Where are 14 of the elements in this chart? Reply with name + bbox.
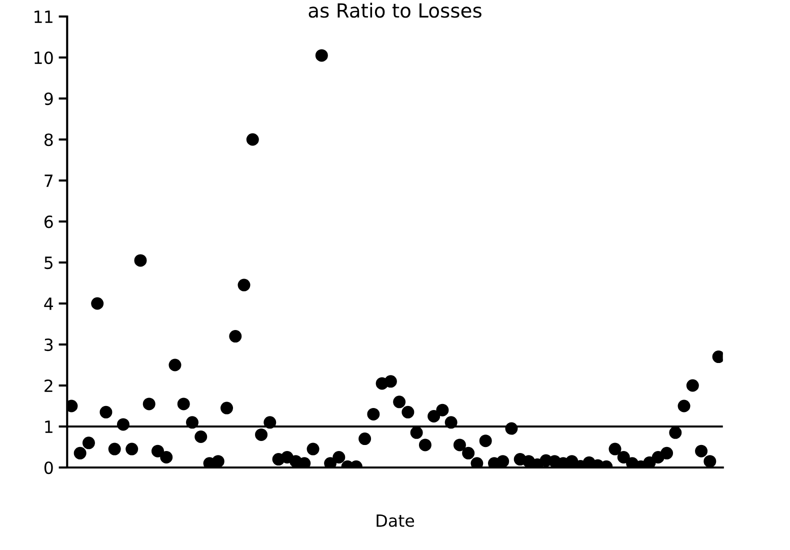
- y-tick-label: 6: [44, 215, 53, 228]
- y-tick-label: 10: [34, 51, 53, 64]
- y-tick-label: 8: [44, 133, 53, 146]
- y-tick-label: 9: [44, 92, 53, 106]
- y-tick-label: 3: [44, 338, 53, 352]
- chart-title: as Ratio to Losses: [308, 2, 482, 18]
- y-tick-label: 7: [44, 174, 53, 187]
- y-tick-label: 1: [45, 420, 52, 433]
- y-tick-label: 2: [44, 379, 52, 392]
- y-tick-label: 5: [44, 256, 52, 270]
- y-tick-label: 11: [34, 10, 52, 23]
- x-axis-title: Date: [376, 514, 414, 527]
- y-tick-label: 0: [44, 461, 53, 474]
- y-tick-label: 4: [44, 298, 54, 310]
